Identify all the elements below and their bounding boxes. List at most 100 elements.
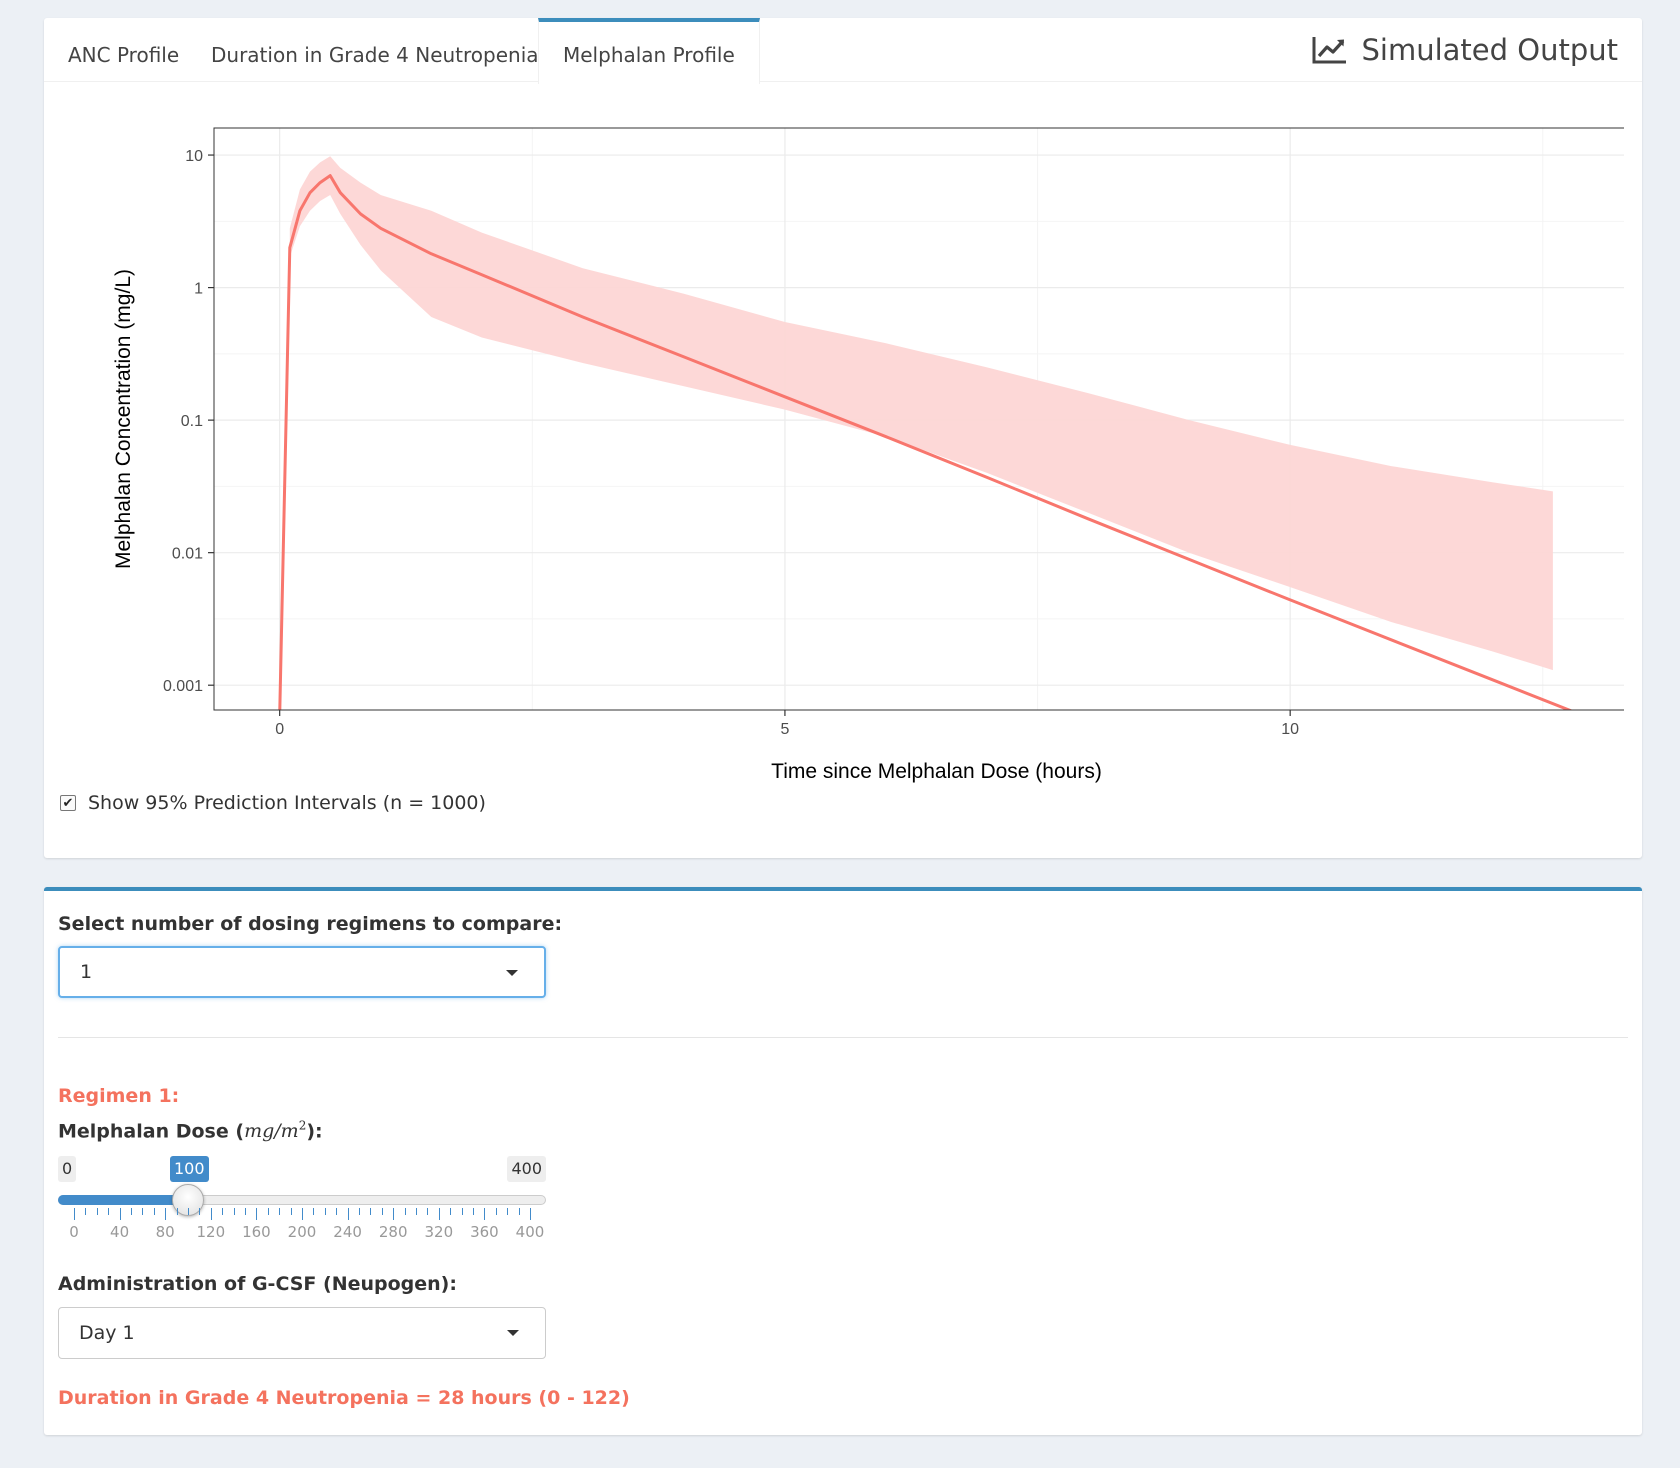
slider-tick-minor [461, 1208, 463, 1215]
slider-tick-minor [279, 1208, 281, 1215]
slider-tick-minor [153, 1208, 155, 1215]
slider-tick-major [119, 1208, 121, 1220]
slider-tick-major [302, 1208, 303, 1220]
regimen-count-select[interactable]: 1 [58, 946, 546, 998]
y-tick-label: 1 [194, 281, 203, 298]
slider-tick-label: 400 [515, 1223, 545, 1241]
x-tick-label: 0 [275, 721, 284, 738]
slider-tick-minor [370, 1208, 372, 1215]
slider-tick-minor [290, 1208, 292, 1215]
slider-tick-label: 120 [196, 1223, 226, 1241]
regimen-1-header: Regimen 1: [58, 1085, 180, 1107]
y-tick-label: 0.1 [181, 413, 203, 430]
slider-tick-major [438, 1208, 440, 1220]
slider-tick-minor [96, 1208, 98, 1215]
slider-tick-minor [473, 1208, 474, 1215]
prediction-interval-label: Show 95% Prediction Intervals (n = 1000) [88, 792, 486, 814]
x-axis-title: Time since Melphalan Dose (hours) [771, 760, 1102, 783]
dose-unit-m: m [280, 1120, 299, 1143]
slider-tick-minor [495, 1208, 497, 1215]
slider-tick-minor [245, 1208, 246, 1215]
slider-tick-label: 160 [242, 1223, 271, 1241]
regimen-count-value: 1 [80, 961, 93, 983]
dosing-regimen-box: Select number of dosing regimens to comp… [44, 887, 1642, 1435]
slider-min-label: 0 [58, 1156, 77, 1182]
slider-tick-label: 360 [470, 1223, 499, 1241]
slider-tick-major [347, 1208, 349, 1220]
slider-tick-minor [188, 1208, 189, 1215]
slider-tick-minor [336, 1208, 338, 1215]
slider-tick-minor [359, 1208, 360, 1215]
slider-tick-label: 40 [110, 1223, 130, 1241]
melphalan-chart: 10 1 0.1 0.01 0.001 0 5 10 Time since Melphalan … [64, 104, 1660, 789]
box-title: Simulated Output [1312, 28, 1619, 72]
x-tick-label: 10 [1281, 721, 1299, 738]
melphalan-dose-label: Melphalan Dose (mg/m2): [58, 1119, 323, 1142]
prediction-interval-option: ✔ Show 95% Prediction Intervals (n = 100… [60, 792, 486, 814]
slider-tick-major [210, 1208, 212, 1220]
slider-tick-label: 280 [378, 1223, 408, 1241]
slider-tick-minor [404, 1208, 406, 1215]
slider-tick-major [484, 1208, 486, 1220]
slider-tick-minor [324, 1208, 326, 1215]
slider-tick-minor [450, 1208, 452, 1215]
slider-tick-major [530, 1208, 531, 1220]
slider-tick-minor [427, 1208, 429, 1215]
tab-anc-profile[interactable]: ANC Profile [68, 43, 180, 67]
slider-tick-minor [199, 1208, 201, 1215]
slider-tick-label: 80 [155, 1223, 175, 1241]
melphalan-chart-svg: 10 1 0.1 0.01 0.001 0 5 10 Time since Melphalan … [112, 127, 1660, 783]
chevron-down-icon [506, 970, 518, 976]
divider [58, 1037, 1628, 1038]
y-tick-label: 0.001 [163, 678, 203, 695]
slider-tick-minor [381, 1208, 383, 1215]
slider-tick-label: 240 [333, 1223, 362, 1241]
slider-tick-major [256, 1208, 258, 1220]
dose-unit-exponent: 2 [298, 1119, 307, 1133]
y-tick-label: 10 [185, 148, 203, 165]
y-tick-label: 0.01 [172, 546, 203, 563]
dose-unit-slash: / [274, 1120, 281, 1143]
slider-tick-minor [108, 1208, 110, 1215]
dose-label-end: ): [306, 1120, 323, 1143]
gcsf-value: Day 1 [79, 1322, 135, 1344]
prediction-interval-checkbox[interactable]: ✔ [60, 795, 76, 811]
slider-tick-label: 0 [69, 1223, 79, 1241]
slider-tick-major [165, 1208, 167, 1220]
slider-tick-minor [518, 1208, 520, 1215]
slider-tick-minor [142, 1208, 144, 1215]
gcsf-select[interactable]: Day 1 [58, 1307, 546, 1359]
tab-duration-grade4[interactable]: Duration in Grade 4 Neutropenia [211, 43, 539, 67]
slider-fill [58, 1195, 188, 1205]
tab-bar: ANC Profile Duration in Grade 4 Neutrope… [44, 18, 1642, 84]
box-title-text: Simulated Output [1361, 33, 1619, 67]
neutropenia-result: Duration in Grade 4 Neutropenia = 28 hou… [58, 1387, 630, 1409]
dose-unit: mg/m2 [244, 1119, 307, 1143]
slider-tick-minor [85, 1208, 87, 1215]
slider-tick-minor [176, 1208, 178, 1215]
slider-tick-major [393, 1208, 395, 1220]
slider-tick-label: 200 [287, 1223, 317, 1241]
slider-tick-minor [222, 1208, 224, 1215]
y-axis-title: Melphalan Concentration (mg/L) [112, 269, 135, 569]
slider-tick-minor [233, 1208, 235, 1215]
slider-tick-minor [313, 1208, 315, 1215]
slider-value-label: 100 [170, 1156, 209, 1182]
regimen-count-label: Select number of dosing regimens to comp… [58, 913, 563, 935]
tab-melphalan-profile[interactable]: Melphalan Profile [538, 18, 760, 84]
slider-tick-minor [416, 1208, 417, 1215]
slider-tick-minor [267, 1208, 269, 1215]
melphalan-dose-slider[interactable]: 0 400 100 0 40 80 120 160 200 240 280 320 360 400 [58, 1156, 546, 1256]
dose-unit-mg: mg [244, 1120, 275, 1143]
slider-max-label: 400 [507, 1156, 546, 1182]
slider-tick-label: 320 [424, 1223, 454, 1241]
gcsf-label: Administration of G-CSF (Neupogen): [58, 1273, 457, 1295]
median-concentration-line [278, 174, 1574, 710]
dose-label-text: Melphalan Dose ( [58, 1120, 245, 1143]
slider-tick-minor [131, 1208, 132, 1215]
slider-tick-minor [507, 1208, 509, 1215]
line-chart-icon [1312, 37, 1346, 64]
slider-tick-major [74, 1208, 75, 1220]
x-tick-label: 5 [780, 721, 789, 738]
prediction-interval-ribbon [289, 156, 1553, 671]
